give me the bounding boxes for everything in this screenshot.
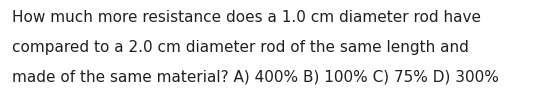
- Text: How much more resistance does a 1.0 cm diameter rod have: How much more resistance does a 1.0 cm d…: [12, 10, 481, 25]
- Text: made of the same material? A) 400% B) 100% C) 75% D) 300%: made of the same material? A) 400% B) 10…: [12, 70, 499, 85]
- Text: compared to a 2.0 cm diameter rod of the same length and: compared to a 2.0 cm diameter rod of the…: [12, 40, 469, 55]
